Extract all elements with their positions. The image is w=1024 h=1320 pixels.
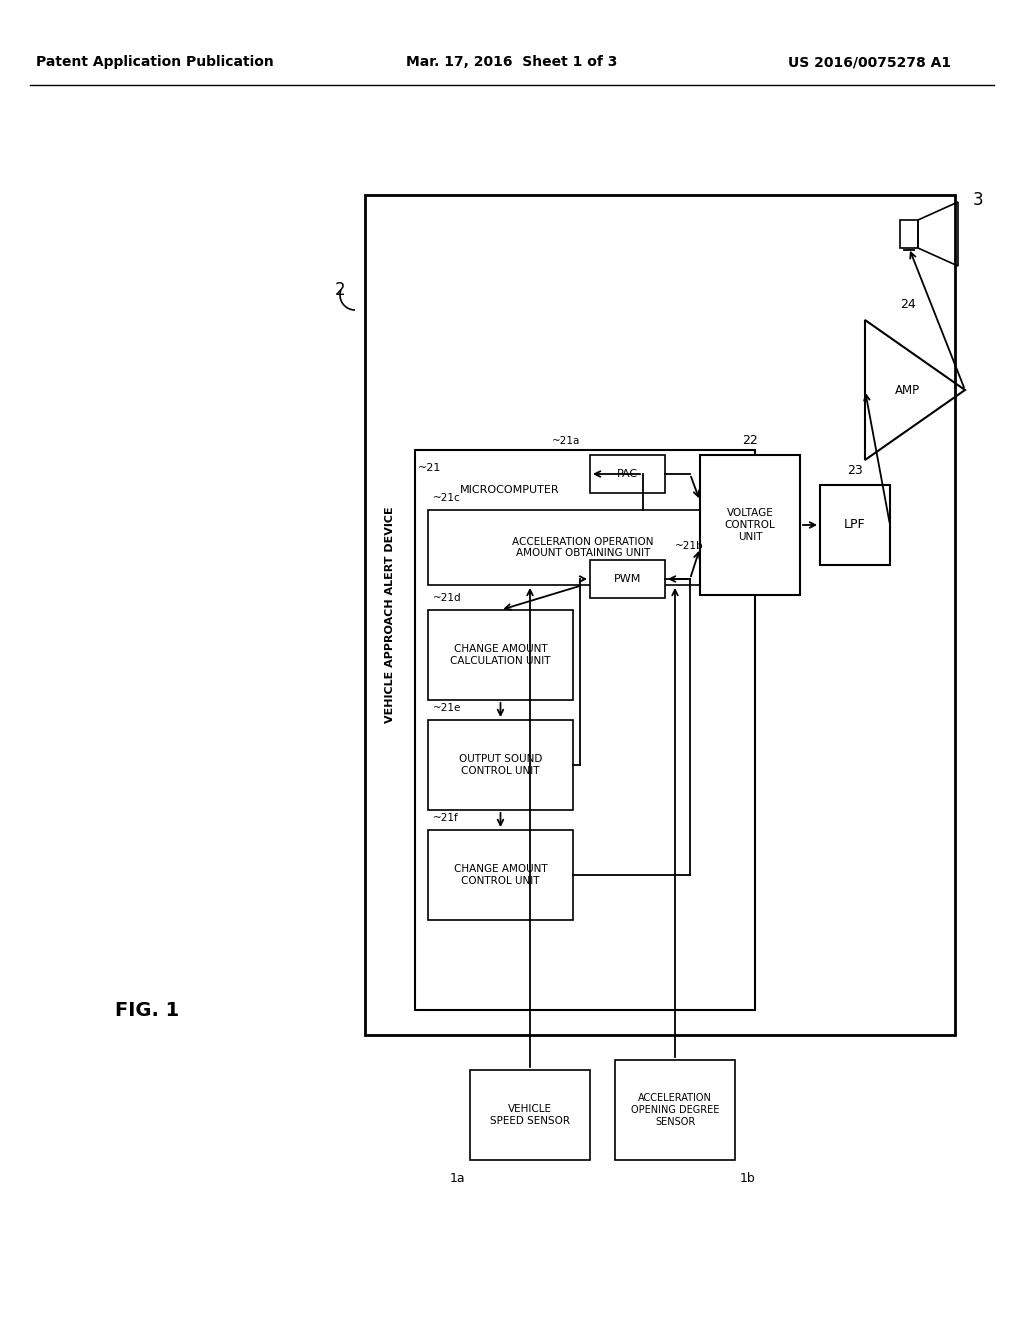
Text: Mar. 17, 2016  Sheet 1 of 3: Mar. 17, 2016 Sheet 1 of 3	[407, 55, 617, 69]
Text: AMP: AMP	[894, 384, 920, 396]
Text: ~21d: ~21d	[433, 593, 462, 603]
Text: ~21c: ~21c	[433, 492, 461, 503]
Bar	[590, 560, 665, 598]
Bar	[428, 610, 573, 700]
Text: 23: 23	[847, 465, 863, 478]
Text: 22: 22	[742, 434, 758, 447]
Text: 1b: 1b	[740, 1172, 756, 1184]
Text: OUTPUT SOUND
CONTROL UNIT: OUTPUT SOUND CONTROL UNIT	[459, 754, 542, 776]
Text: PWM: PWM	[613, 574, 641, 583]
Text: ACCELERATION
OPENING DEGREE
SENSOR: ACCELERATION OPENING DEGREE SENSOR	[631, 1093, 719, 1126]
Text: VEHICLE APPROACH ALERT DEVICE: VEHICLE APPROACH ALERT DEVICE	[385, 507, 395, 723]
Bar	[428, 510, 738, 585]
Text: ~21: ~21	[418, 463, 441, 473]
Text: ~21e: ~21e	[433, 704, 462, 713]
Text: US 2016/0075278 A1: US 2016/0075278 A1	[788, 55, 951, 69]
Text: ~21f: ~21f	[433, 813, 459, 822]
Text: VEHICLE
SPEED SENSOR: VEHICLE SPEED SENSOR	[490, 1105, 570, 1126]
Text: 2: 2	[335, 281, 345, 300]
Text: VOLTAGE
CONTROL
UNIT: VOLTAGE CONTROL UNIT	[725, 508, 775, 541]
Bar	[615, 1060, 735, 1160]
Text: CHANGE AMOUNT
CALCULATION UNIT: CHANGE AMOUNT CALCULATION UNIT	[451, 644, 551, 665]
Text: 24: 24	[900, 298, 915, 312]
Text: ACCELERATION OPERATION
AMOUNT OBTAINING UNIT: ACCELERATION OPERATION AMOUNT OBTAINING …	[512, 537, 653, 558]
Text: 1a: 1a	[450, 1172, 465, 1184]
Text: 3: 3	[973, 191, 984, 209]
Text: Patent Application Publication: Patent Application Publication	[36, 55, 273, 69]
Bar	[900, 220, 918, 248]
Bar	[470, 1071, 590, 1160]
Text: LPF: LPF	[844, 519, 866, 532]
Bar	[415, 450, 755, 1010]
Text: MICROCOMPUTER: MICROCOMPUTER	[460, 484, 560, 495]
Text: PAC: PAC	[616, 469, 638, 479]
Text: FIG. 1: FIG. 1	[115, 1001, 179, 1019]
Bar	[428, 830, 573, 920]
Text: ~21b: ~21b	[675, 541, 703, 550]
Bar	[590, 455, 665, 492]
Text: ~21a: ~21a	[552, 436, 580, 446]
Bar	[365, 195, 955, 1035]
Bar	[700, 455, 800, 595]
Bar	[820, 484, 890, 565]
Text: CHANGE AMOUNT
CONTROL UNIT: CHANGE AMOUNT CONTROL UNIT	[454, 865, 547, 886]
Bar	[428, 719, 573, 810]
